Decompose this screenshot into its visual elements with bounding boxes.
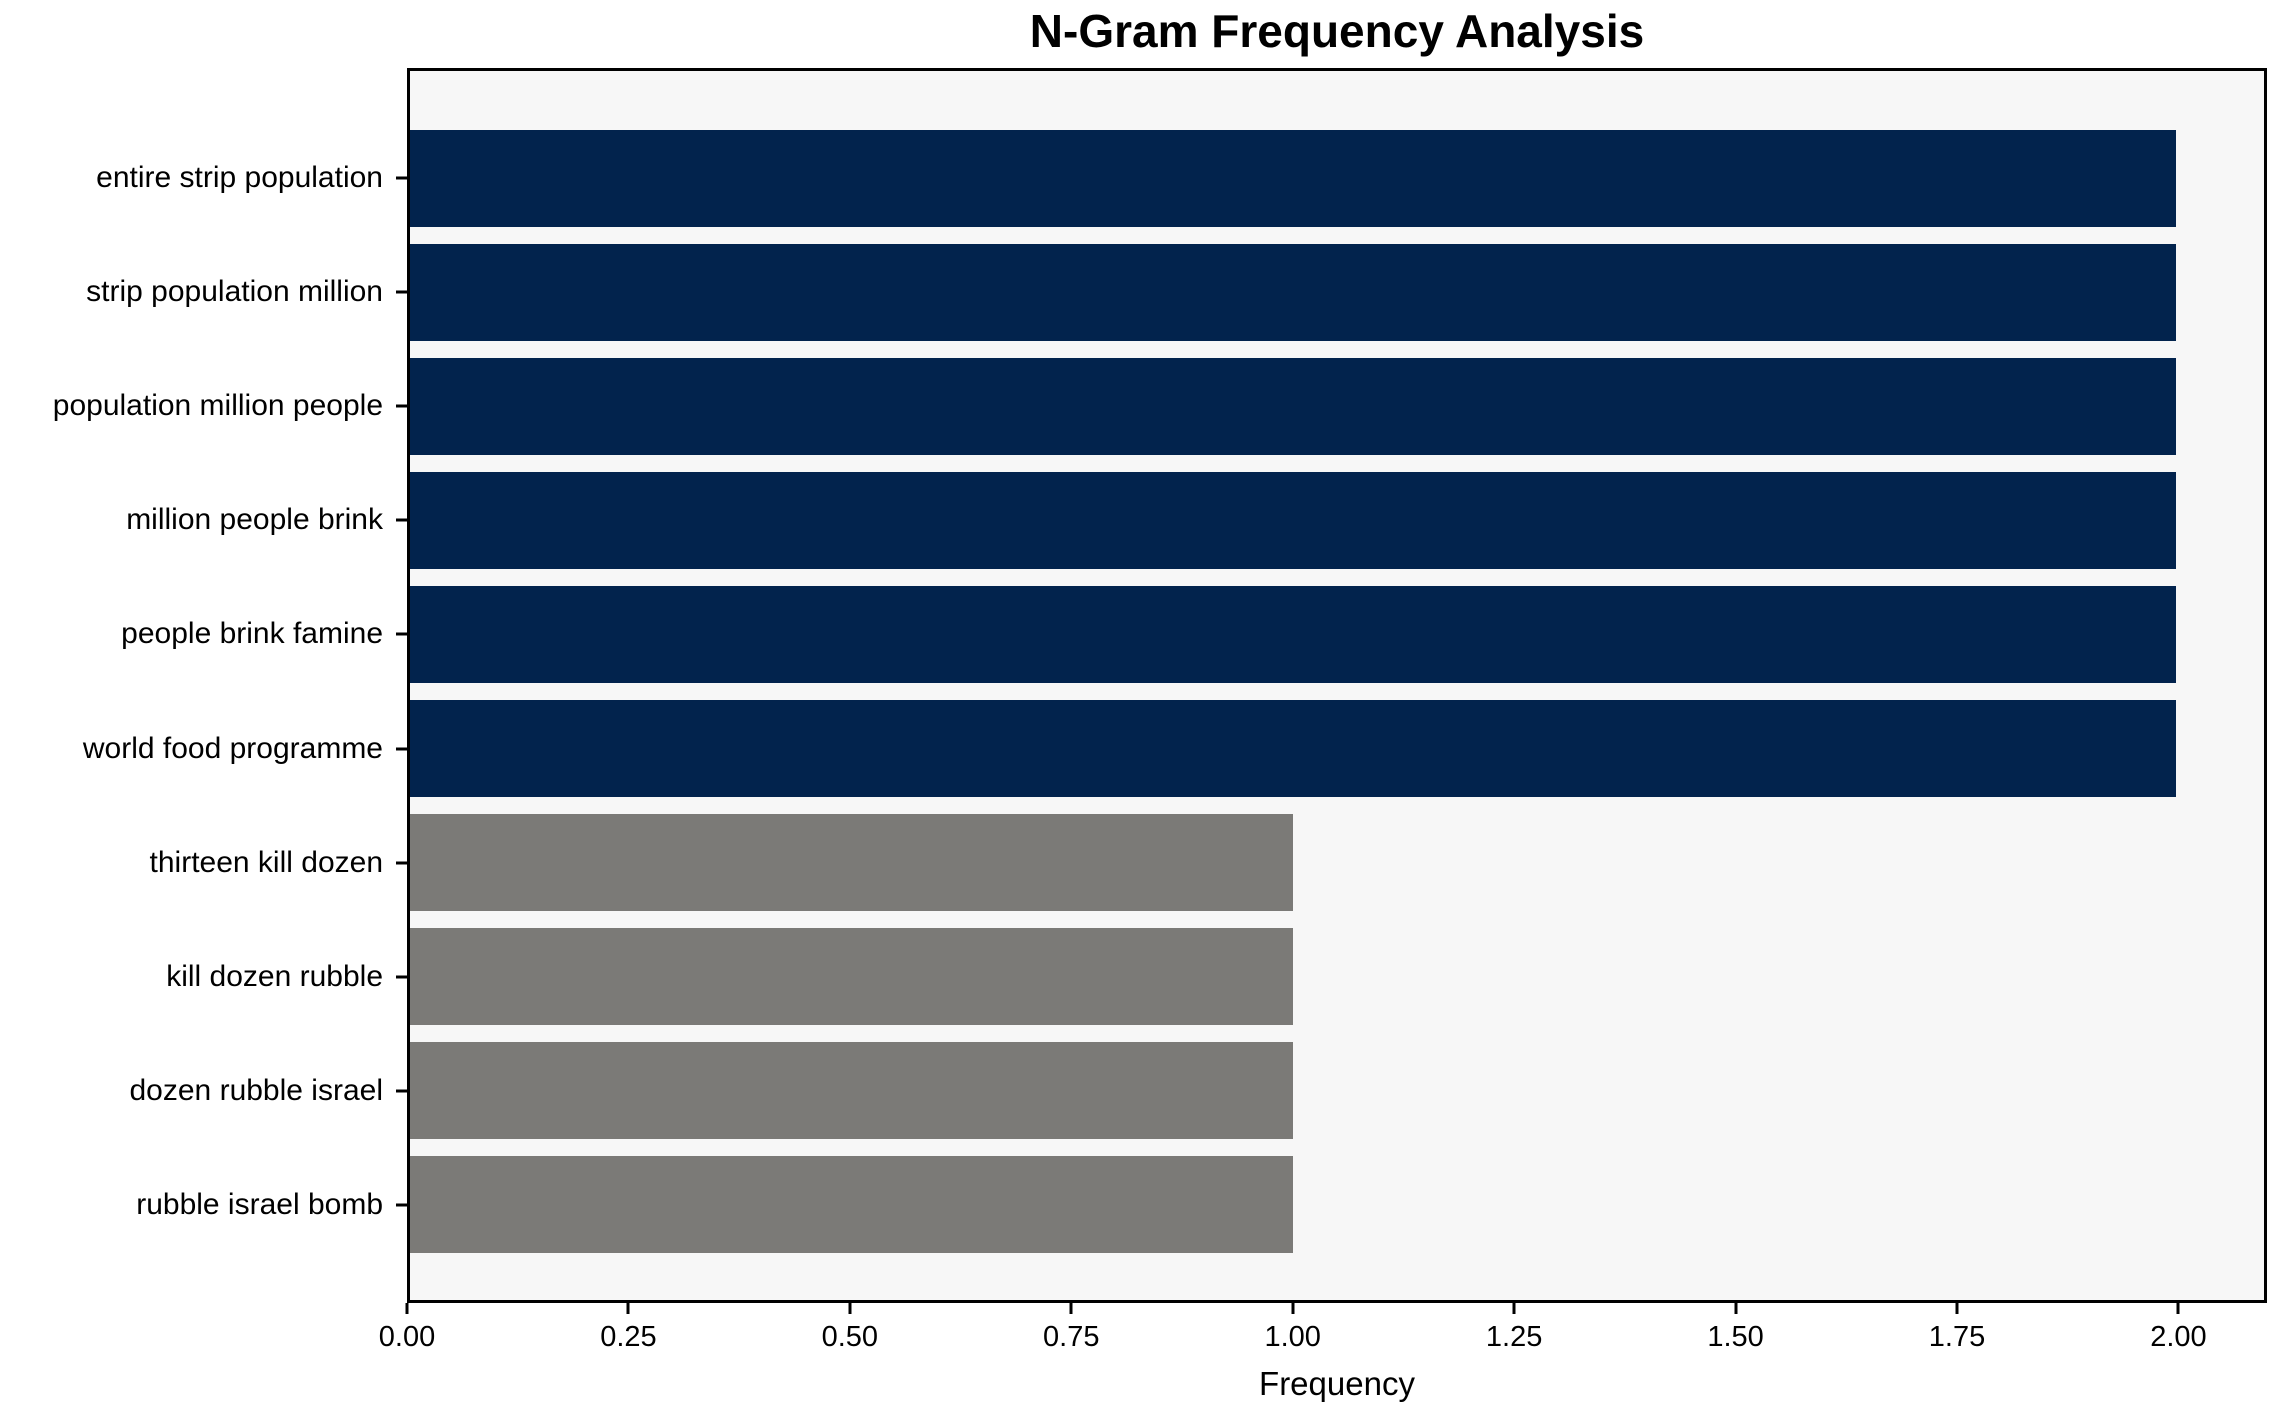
bar-row: kill dozen rubble xyxy=(166,920,2264,1034)
chart-title: N-Gram Frequency Analysis xyxy=(1029,5,1645,57)
y-tick-mark xyxy=(396,518,407,522)
x-tick-label: 1.75 xyxy=(1928,1321,1986,1353)
frequency-bar xyxy=(410,928,1293,1026)
x-tick-label: 0.50 xyxy=(821,1321,879,1353)
x-tick-mark xyxy=(848,1303,852,1314)
x-tick-mark xyxy=(405,1303,409,1314)
y-tick-mark xyxy=(396,747,407,751)
y-axis-label: strip population million xyxy=(86,275,383,309)
y-axis-label: world food programme xyxy=(82,731,383,765)
y-axis-label: dozen rubble israel xyxy=(129,1073,384,1107)
plot-area: entire strip population strip population… xyxy=(53,68,2267,1402)
y-axis-label: thirteen kill dozen xyxy=(149,845,383,879)
x-axis-label: Frequency xyxy=(1259,1365,1415,1402)
frequency-bar xyxy=(410,1042,1293,1140)
frequency-bar xyxy=(410,814,1293,912)
y-tick-mark xyxy=(396,1203,407,1207)
frequency-bar xyxy=(410,585,2176,683)
y-axis-label: kill dozen rubble xyxy=(166,959,383,993)
y-axis-label: people brink famine xyxy=(121,617,383,651)
y-tick-mark xyxy=(396,290,407,294)
x-tick-mark xyxy=(626,1303,630,1314)
frequency-bar xyxy=(410,357,2176,455)
y-tick-mark xyxy=(396,975,407,979)
frequency-bar xyxy=(410,1156,1293,1254)
x-tick-label: 2.00 xyxy=(2150,1321,2207,1353)
x-tick-mark xyxy=(1069,1303,1073,1314)
y-tick-mark xyxy=(396,632,407,636)
y-axis-label: million people brink xyxy=(126,503,383,537)
y-tick-mark xyxy=(396,176,407,180)
x-tick-label: 1.00 xyxy=(1264,1321,1321,1353)
x-tick-mark xyxy=(1512,1303,1516,1314)
x-tick-label: 1.25 xyxy=(1485,1321,1543,1353)
x-tick-mark xyxy=(1955,1303,1959,1314)
x-tick-mark xyxy=(2176,1303,2180,1314)
x-tick-mark xyxy=(1291,1303,1295,1314)
frequency-bar xyxy=(410,700,2176,797)
y-tick-mark xyxy=(396,1089,407,1093)
bar-row: entire strip population xyxy=(96,121,2264,235)
bar-row: million people brink xyxy=(126,463,2264,577)
y-tick-mark xyxy=(396,861,407,865)
y-axis-label: entire strip population xyxy=(96,161,383,195)
frequency-bar xyxy=(410,129,2176,227)
bar-row: rubble israel bomb xyxy=(136,1148,2264,1262)
frequency-bar xyxy=(410,243,2176,341)
bar-row: world food programme xyxy=(83,691,2264,805)
x-tick-label: 1.50 xyxy=(1707,1321,1764,1353)
bar-row: thirteen kill dozen xyxy=(150,806,2264,920)
x-tick-label: 0.25 xyxy=(600,1321,657,1353)
bar-row: strip population million xyxy=(86,235,2264,349)
bar-row: dozen rubble israel xyxy=(130,1034,2264,1148)
y-tick-mark xyxy=(396,404,407,408)
bar-row: population million people xyxy=(53,349,2264,463)
bar-rows: entire strip population strip population… xyxy=(53,71,2264,1300)
bar-row: people brink famine xyxy=(121,577,2264,691)
y-axis-label: rubble israel bomb xyxy=(136,1187,383,1221)
x-tick-mark xyxy=(1734,1303,1738,1314)
x-tick-label: 0.00 xyxy=(378,1321,436,1353)
x-tick-label: 0.75 xyxy=(1043,1321,1100,1353)
y-axis-label: population million people xyxy=(52,389,383,423)
frequency-bar xyxy=(410,471,2176,569)
